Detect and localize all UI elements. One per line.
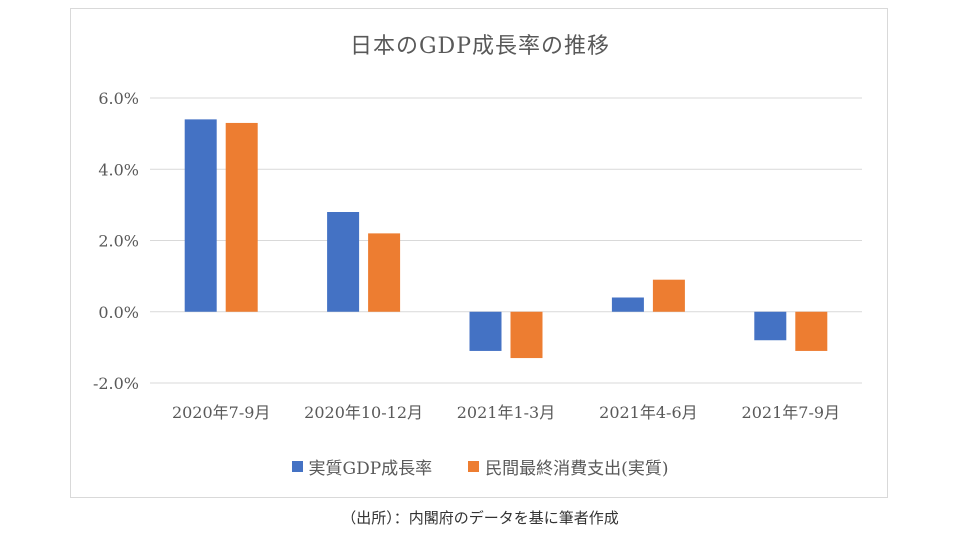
bar-consumption-1 [368, 233, 401, 312]
y-tick-label: 2.0% [98, 232, 139, 251]
bar-gdp-0 [184, 119, 217, 312]
y-tick-label: 6.0% [98, 89, 139, 108]
legend-item-consumption: 民間最終消費支出(実質) [468, 454, 668, 479]
chart-title: 日本のGDP成長率の推移 [349, 34, 611, 59]
legend: 実質GDP成長率 民間最終消費支出(実質) [0, 454, 960, 479]
bar-consumption-0 [225, 122, 258, 312]
bar-gdp-1 [327, 212, 360, 312]
legend-label-consumption: 民間最終消費支出(実質) [485, 459, 669, 479]
x-tick-label: 2021年4-6月 [599, 403, 698, 422]
legend-swatch-gdp [291, 461, 303, 472]
legend-label-gdp: 実質GDP成長率 [308, 459, 433, 479]
y-tick-label: 4.0% [98, 160, 139, 179]
bar-gdp-2 [469, 311, 502, 351]
bar-consumption-2 [510, 311, 543, 359]
x-tick-label: 2020年10-12月 [304, 403, 423, 422]
x-tick-label: 2021年7-9月 [742, 403, 841, 422]
x-tick-label: 2021年1-3月 [457, 403, 556, 422]
bar-consumption-4 [795, 311, 828, 351]
bar-gdp-3 [611, 297, 644, 312]
bar-consumption-3 [652, 279, 685, 312]
y-tick-label: -2.0% [93, 374, 139, 393]
legend-swatch-consumption [468, 461, 480, 472]
x-tick-label: 2020年7-9月 [172, 403, 271, 422]
bar-gdp-4 [754, 311, 787, 341]
y-tick-label: 0.0% [98, 303, 139, 322]
source-note: （出所）：内閣府のデータを基に筆者作成 [341, 509, 619, 527]
legend-item-gdp: 実質GDP成長率 [291, 454, 433, 479]
